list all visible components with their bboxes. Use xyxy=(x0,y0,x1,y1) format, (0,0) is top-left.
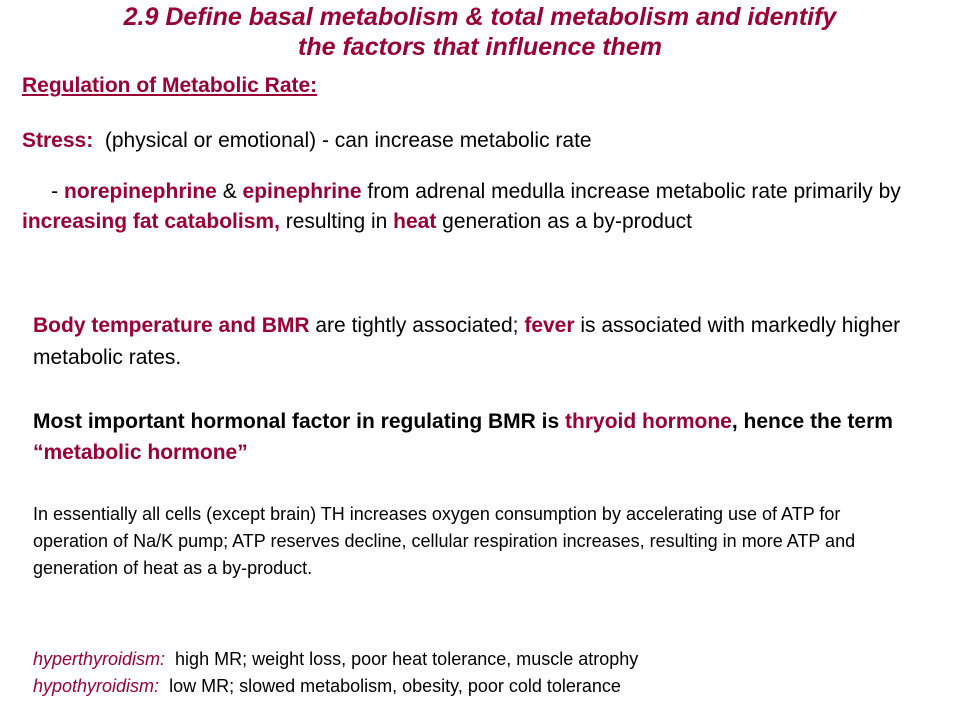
body-temperature-text-1: are tightly associated; xyxy=(309,314,525,337)
stress-detail-text-1: from adrenal medulla increase metabolic … xyxy=(361,180,901,203)
body-temperature-paragraph: Body temperature and BMR are tightly ass… xyxy=(33,310,948,374)
hyperthyroidism-text: high MR; weight loss, poor heat toleranc… xyxy=(165,649,639,669)
hyperthyroidism-term: hyperthyroidism: xyxy=(33,649,166,669)
fat-catabolism-term: increasing fat catabolism, xyxy=(22,210,280,233)
stress-label: Stress: xyxy=(22,129,94,152)
stress-line: Stress: (physical or emotional) - can in… xyxy=(22,128,592,154)
hormonal-text-2: hence the term xyxy=(737,410,893,433)
body-temperature-lead: Body temperature and BMR xyxy=(33,314,310,337)
title-line-2: the factors that influence them xyxy=(298,33,662,61)
stress-text: (physical or emotional) - can increase m… xyxy=(93,129,592,152)
section-heading: Regulation of Metabolic Rate: xyxy=(22,74,318,97)
metabolic-hormone-term: “metabolic hormone” xyxy=(33,441,248,464)
fever-term: fever xyxy=(524,314,575,337)
hypothyroidism-line: hypothyroidism: low MR; slowed metabolis… xyxy=(33,673,638,700)
title-line-1: 2.9 Define basal metabolism & total meta… xyxy=(123,3,837,31)
ampersand: & xyxy=(216,180,243,203)
thyroid-hormone-paragraph: In essentially all cells (except brain) … xyxy=(33,504,856,578)
epinephrine-term: epinephrine xyxy=(242,180,362,203)
hormonal-factor-paragraph: Most important hormonal factor in regula… xyxy=(33,406,948,468)
hormonal-text-1: Most important hormonal factor in regula… xyxy=(33,410,566,433)
stress-detail-text-3: generation as a by-product xyxy=(436,210,693,233)
hypothyroidism-text: low MR; slowed metabolism, obesity, poor… xyxy=(159,676,621,696)
slide-title: 2.9 Define basal metabolism & total meta… xyxy=(0,2,960,62)
body-temperature-text-2: is associated with markedly higher metab… xyxy=(33,314,901,369)
stress-detail-indent: - xyxy=(22,180,64,203)
hyperthyroidism-line: hyperthyroidism: high MR; weight loss, p… xyxy=(33,646,638,673)
thyroid-conditions: hyperthyroidism: high MR; weight loss, p… xyxy=(33,646,638,700)
heat-term: heat xyxy=(393,210,437,233)
stress-detail-paragraph: - norepinephrine & epinephrine from adre… xyxy=(22,177,902,237)
hypothyroidism-term: hypothyroidism: xyxy=(33,676,160,696)
thyroid-hormone-term: thryoid hormone xyxy=(565,410,732,433)
hormonal-comma: , xyxy=(731,410,738,433)
norepinephrine-term: norepinephrine xyxy=(64,180,217,203)
stress-detail-text-2: resulting in xyxy=(279,210,394,233)
